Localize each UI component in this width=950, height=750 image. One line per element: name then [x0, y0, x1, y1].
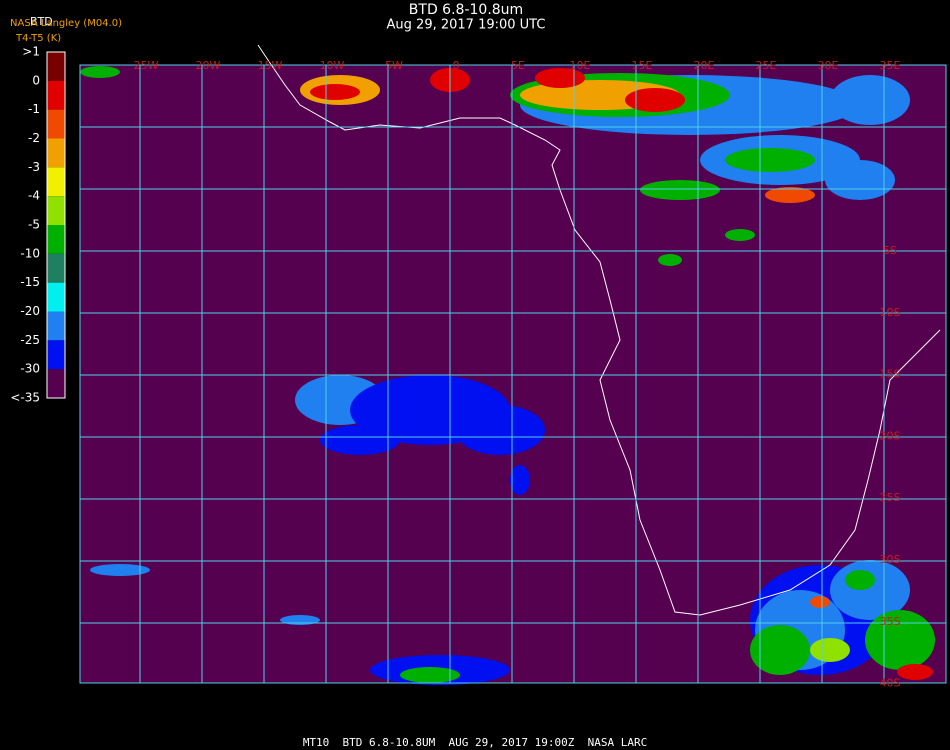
latitude-label: 30S: [880, 553, 901, 566]
source: NASA Langley (M04.0): [10, 18, 122, 29]
legend-label: >1: [22, 45, 40, 59]
subtitle: Aug 29, 2017 19:00 UTC: [387, 18, 546, 33]
longitude-label: 30E: [818, 59, 839, 72]
longitude-label: 5W: [385, 59, 403, 72]
legend-swatch: [47, 138, 65, 168]
legend-swatch: [47, 109, 65, 139]
latitude-label: 40S: [880, 677, 901, 690]
longitude-label: 15E: [632, 59, 653, 72]
legend-label: -5: [28, 218, 40, 232]
legend-label: -4: [28, 189, 40, 203]
legend-swatch: [47, 369, 65, 398]
legend-label: -1: [28, 102, 40, 116]
graticule: [79, 64, 947, 684]
latitude-label: 35S: [880, 615, 901, 628]
legend: >1 0 -1 -2 -3 -4 -5 -10 -15 -20 -25 -30 <-35: [10, 45, 66, 405]
legend-frame: [46, 51, 66, 399]
legend-label: -2: [28, 131, 40, 145]
longitude-label: 0: [453, 59, 460, 72]
legend-label: <-35: [10, 391, 40, 405]
legend-label: 0: [32, 73, 40, 87]
longitude-label: 5E: [511, 59, 525, 72]
cloud-field: [80, 66, 935, 685]
legend-swatch: [47, 340, 65, 370]
legend-swatch: [47, 167, 65, 197]
map: 25W 20W 15W 10W 5W 0 5E 10E 15E 20E 25E 30E 35E 5S 10S…: [79, 44, 947, 690]
latitude-label: 5S: [883, 244, 897, 257]
latitude-label: 20S: [880, 429, 901, 442]
longitude-label: 35E: [880, 59, 901, 72]
latitude-label: 15S: [880, 368, 901, 381]
latitude-label: 10S: [880, 306, 901, 319]
longitude-label: 10W: [320, 59, 345, 72]
legend-label: -30: [20, 362, 40, 376]
legend-label: -20: [20, 304, 40, 318]
map-frame: [79, 64, 947, 684]
legend-swatch: [47, 80, 65, 110]
product: BTD: [30, 15, 53, 28]
longitude-label: 20E: [694, 59, 715, 72]
legend-swatch: [47, 225, 65, 254]
legend-swatch: [47, 311, 65, 341]
longitude-label: 20W: [196, 59, 221, 72]
legend-label: -15: [20, 275, 40, 289]
latitude-label: 25S: [880, 491, 901, 504]
legend-swatch: [47, 52, 65, 81]
legend-swatch: [47, 253, 65, 283]
longitude-label: 15W: [258, 59, 283, 72]
title: BTD 6.8-10.8um: [409, 2, 523, 18]
units: T4-T5 (K): [15, 33, 61, 44]
legend-label: -10: [20, 246, 40, 260]
legend-swatch: [47, 196, 65, 225]
longitude-label: 25W: [134, 59, 159, 72]
legend-label: -25: [20, 333, 40, 347]
longitude-label: 25E: [756, 59, 777, 72]
legend-swatch: [47, 282, 65, 312]
footer: MT10 BTD 6.8-10.8UM AUG 29, 2017 19:00Z …: [303, 736, 647, 749]
legend-label: -3: [28, 160, 40, 174]
longitude-label: 10E: [570, 59, 591, 72]
